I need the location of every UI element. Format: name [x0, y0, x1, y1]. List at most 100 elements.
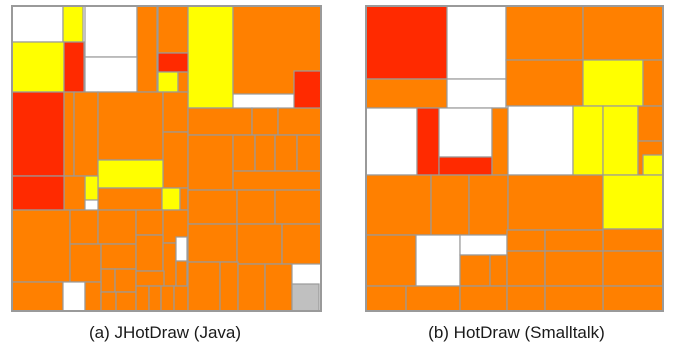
treemap-hotdraw-cell-orange [602, 250, 664, 287]
treemap-hotdraw-cell-orange [506, 250, 546, 287]
treemap-jhotdraw-cell-orange [69, 243, 102, 283]
treemap-hotdraw-cell-orange [637, 105, 664, 142]
treemap-jhotdraw-cell-orange [63, 175, 86, 211]
treemap-jhotdraw-cell-orange [281, 223, 322, 265]
treemap-jhotdraw-cell-white [62, 281, 86, 312]
treemap-jhotdraw-cell-orange [148, 285, 162, 312]
treemap-jhotdraw-cell-white [175, 236, 188, 262]
treemap-jhotdraw-cell-red [11, 91, 65, 177]
treemap-hotdraw-cell-yellow [602, 105, 639, 176]
treemap-jhotdraw-cell-orange [11, 281, 64, 312]
treemap-hotdraw-cell-orange [491, 107, 509, 176]
treemap-jhotdraw-cell-white [84, 5, 138, 58]
treemap-jhotdraw-cell-orange [69, 209, 99, 245]
treemap-hotdraw-cell-orange [582, 5, 664, 61]
treemap-hotdraw-cell-orange [544, 229, 604, 252]
treemap-jhotdraw-frame [11, 5, 322, 312]
treemap-jhotdraw-cell-orange [274, 134, 298, 172]
treemap-jhotdraw-cell-orange [100, 291, 117, 312]
treemap-jhotdraw-cell-orange [73, 91, 99, 177]
treemap-jhotdraw-cell-orange [100, 243, 137, 270]
treemap-hotdraw-cell-yellow [602, 174, 664, 230]
treemap-jhotdraw [11, 5, 322, 312]
treemap-hotdraw-cell-yellow [572, 105, 604, 176]
treemap-jhotdraw-cell-orange [277, 107, 322, 136]
treemap-jhotdraw-cell-orange [11, 209, 71, 283]
treemap-hotdraw-cell-red [416, 107, 440, 176]
treemap-jhotdraw-cell-orange [177, 71, 189, 93]
treemap-jhotdraw-cell-yellow [161, 187, 181, 211]
treemap-jhotdraw-cell-orange [187, 223, 238, 263]
treemap-jhotdraw-cell-orange [135, 270, 165, 287]
treemap-jhotdraw-cell-yellow [84, 175, 99, 201]
treemap-jhotdraw-cell-orange [135, 209, 164, 236]
panel-jhotdraw: (a) JHotDraw (Java) [0, 0, 330, 351]
treemap-hotdraw-cell-orange [489, 254, 508, 287]
treemap-jhotdraw-cell-orange [160, 285, 175, 312]
treemap-hotdraw-cell-orange [459, 285, 508, 312]
treemap-jhotdraw-cell-orange [237, 263, 266, 312]
treemap-hotdraw-cell-orange [544, 250, 604, 287]
treemap-hotdraw-cell-white [415, 234, 461, 287]
treemap-hotdraw-cell-orange [459, 254, 491, 287]
treemap-jhotdraw-cell-orange [236, 189, 276, 225]
treemap-jhotdraw-cell-orange [232, 170, 322, 191]
treemap-hotdraw-cell-white [507, 105, 574, 176]
treemap-jhotdraw-cell-orange [135, 234, 164, 272]
treemap-jhotdraw-cell-orange [97, 91, 164, 161]
treemap-jhotdraw-cell-yellow [11, 41, 65, 93]
treemap-jhotdraw-cell-yellow [157, 71, 179, 93]
treemap-jhotdraw-cell-red [293, 70, 322, 110]
treemap-jhotdraw-cell-orange [187, 261, 221, 312]
treemap-hotdraw-cell-orange [506, 285, 546, 312]
treemap-jhotdraw-cell-orange [162, 242, 177, 287]
treemap-hotdraw-cell-white [446, 78, 507, 109]
treemap-hotdraw-cell-orange [430, 174, 470, 236]
treemap-jhotdraw-cell-yellow [62, 5, 84, 43]
treemap-jhotdraw-cell-orange [115, 291, 137, 312]
treemap-jhotdraw-cell-white [11, 5, 64, 43]
treemap-jhotdraw-cell-orange [264, 263, 293, 312]
treemap-jhotdraw-cell-orange [114, 268, 137, 293]
panel-hotdraw: (b) HotDraw (Smalltalk) [355, 0, 678, 351]
treemap-jhotdraw-cell-orange [187, 189, 238, 225]
treemap-hotdraw-cell-orange [468, 174, 509, 236]
treemap-jhotdraw-cell-orange [162, 131, 189, 189]
treemap-jhotdraw-cell-orange [219, 261, 239, 312]
treemap-jhotdraw-cell-yellow [97, 159, 164, 189]
treemap-hotdraw-cell-yellow [642, 154, 664, 176]
treemap-jhotdraw-cell-yellow [187, 5, 234, 109]
treemap-jhotdraw-cell-orange [232, 134, 256, 172]
treemap-hotdraw-cell-orange [505, 5, 584, 61]
treemap-hotdraw-cell-orange [602, 228, 664, 252]
treemap-hotdraw-cell-orange [365, 234, 417, 287]
treemap-jhotdraw-cell-red [63, 41, 85, 93]
treemap-jhotdraw-cell-white [84, 56, 138, 93]
treemap-jhotdraw-cell-orange [173, 285, 189, 312]
treemap-hotdraw-cell-orange [405, 285, 461, 312]
treemap-jhotdraw-cell-orange [97, 209, 137, 245]
treemap-hotdraw [365, 5, 664, 312]
treemap-jhotdraw-cell-orange [162, 91, 189, 133]
treemap-jhotdraw-cell-orange [187, 107, 253, 136]
treemap-hotdraw-cell-orange [365, 285, 407, 312]
treemap-hotdraw-frame [365, 5, 664, 312]
treemap-hotdraw-cell-orange [365, 78, 448, 109]
caption-hotdraw: (b) HotDraw (Smalltalk) [428, 323, 605, 342]
treemap-jhotdraw-cell-orange [136, 5, 158, 93]
treemap-hotdraw-cell-orange [505, 59, 584, 107]
caption-jhotdraw: (a) JHotDraw (Java) [88, 323, 242, 342]
treemap-jhotdraw-cell-orange [274, 189, 322, 225]
treemap-hotdraw-cell-orange [365, 174, 432, 236]
treemap-hotdraw-cell-white [459, 234, 508, 256]
treemap-hotdraw-cell-red [438, 156, 493, 176]
treemap-jhotdraw-cell-orange [97, 187, 163, 211]
treemap-jhotdraw-cell-orange [254, 134, 276, 172]
treemap-hotdraw-cell-red [365, 5, 448, 80]
treemap-jhotdraw-cell-orange [179, 187, 189, 211]
treemap-hotdraw-cell-white [438, 107, 493, 158]
treemap-hotdraw-cell-white [365, 107, 418, 176]
treemap-jhotdraw-cell-red [157, 52, 189, 73]
treemap-hotdraw-cell-orange [506, 229, 546, 252]
treemap-jhotdraw-cell-orange [175, 260, 188, 287]
